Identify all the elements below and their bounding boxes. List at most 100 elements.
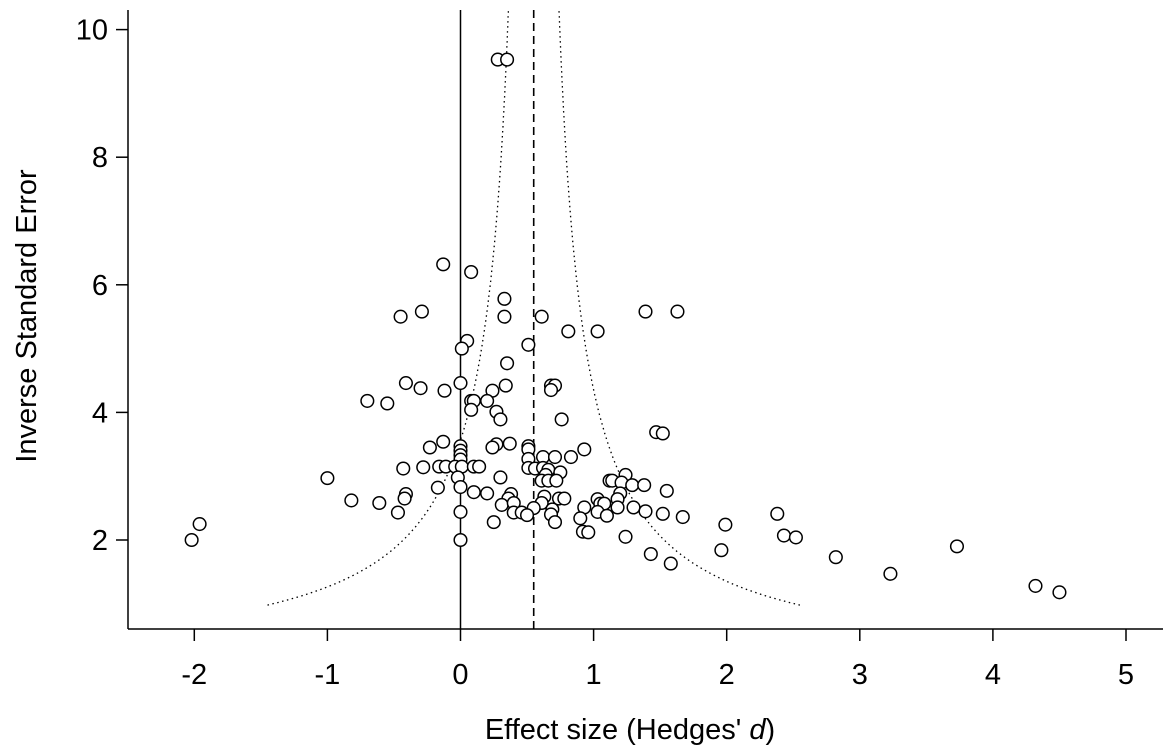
data-point (494, 497, 509, 512)
data-point (581, 525, 596, 540)
data-point (643, 546, 658, 562)
data-point (344, 493, 359, 508)
data-point (776, 528, 791, 543)
data-point (497, 291, 512, 306)
data-point (453, 479, 468, 495)
data-point (618, 529, 633, 544)
y-tick-label: 10 (76, 15, 108, 47)
data-point (184, 532, 199, 548)
data-point (714, 543, 729, 558)
data-point (625, 478, 640, 493)
data-point (320, 471, 335, 486)
x-tick-label: 3 (852, 659, 868, 691)
data-point (883, 566, 898, 581)
data-point (453, 376, 468, 391)
data-point (626, 500, 641, 515)
data-point (534, 309, 549, 324)
data-point (493, 470, 508, 485)
data-point (770, 506, 785, 521)
data-point (422, 440, 437, 455)
data-point (497, 309, 512, 324)
data-point (638, 304, 653, 319)
data-point (502, 436, 517, 451)
data-point (828, 550, 843, 565)
data-point (561, 324, 576, 339)
data-point (949, 539, 965, 554)
data-point (454, 341, 469, 356)
data-point (360, 393, 375, 408)
data-point (670, 304, 685, 319)
data-point (610, 500, 625, 515)
y-tick-label: 2 (92, 525, 108, 557)
data-point (480, 393, 495, 408)
data-point (372, 495, 387, 511)
data-point (398, 376, 413, 391)
data-point (520, 508, 535, 523)
data-point (663, 556, 678, 571)
data-point (393, 309, 408, 324)
data-point (573, 511, 588, 526)
x-tick-label: 0 (452, 659, 468, 691)
data-point (521, 337, 536, 352)
y-tick-label: 6 (92, 270, 108, 302)
x-axis-label: Effect size (Hedges' d) (485, 714, 775, 746)
data-point (437, 383, 452, 398)
data-point (655, 506, 670, 521)
data-point (547, 515, 563, 530)
data-point (464, 402, 479, 417)
data-point (390, 505, 405, 520)
data-point (436, 434, 451, 449)
data-point (500, 356, 515, 371)
data-point (554, 412, 569, 427)
data-point (436, 257, 451, 272)
data-point (599, 508, 614, 523)
data-point (416, 460, 431, 475)
data-point (1052, 585, 1067, 600)
data-point (493, 412, 508, 427)
data-point (590, 324, 605, 339)
data-point (498, 378, 513, 393)
data-point (453, 532, 468, 548)
data-point (396, 461, 411, 476)
data-point (485, 440, 500, 455)
data-point (543, 383, 559, 398)
data-point (464, 264, 479, 280)
data-point (472, 459, 487, 474)
data-point (637, 478, 652, 493)
x-tick-label: 4 (985, 659, 1001, 691)
data-point (430, 480, 445, 495)
data-point (675, 509, 690, 525)
data-point (638, 504, 653, 519)
x-tick-label: 5 (1118, 659, 1134, 691)
data-point (557, 491, 572, 506)
y-axis-label: Inverse Standard Error (11, 169, 43, 463)
data-point (414, 304, 429, 319)
y-tick-label: 8 (92, 142, 108, 174)
data-point (453, 504, 468, 519)
data-point (413, 381, 428, 396)
x-tick-label: 1 (586, 659, 602, 691)
data-point (718, 517, 733, 532)
x-tick-label: -1 (315, 659, 341, 691)
data-point (563, 450, 579, 465)
data-point (480, 486, 495, 501)
data-point (380, 396, 395, 411)
data-points (184, 52, 1067, 600)
data-point (655, 426, 670, 441)
data-point (547, 450, 563, 465)
x-axis-ticks: -2 -1 0 1 2 3 4 5 (181, 629, 1134, 691)
data-point (486, 515, 501, 530)
funnel-left-bound (267, 10, 510, 606)
data-point (397, 491, 412, 506)
y-tick-label: 4 (92, 397, 108, 429)
data-point (788, 530, 803, 545)
data-point (659, 483, 674, 498)
data-point (192, 517, 207, 532)
x-tick-label: -2 (181, 659, 207, 691)
data-point (500, 52, 515, 67)
data-point (466, 485, 481, 500)
y-axis-ticks: 2 4 6 8 10 (76, 15, 128, 557)
data-point (549, 473, 564, 488)
data-point (1028, 578, 1043, 593)
